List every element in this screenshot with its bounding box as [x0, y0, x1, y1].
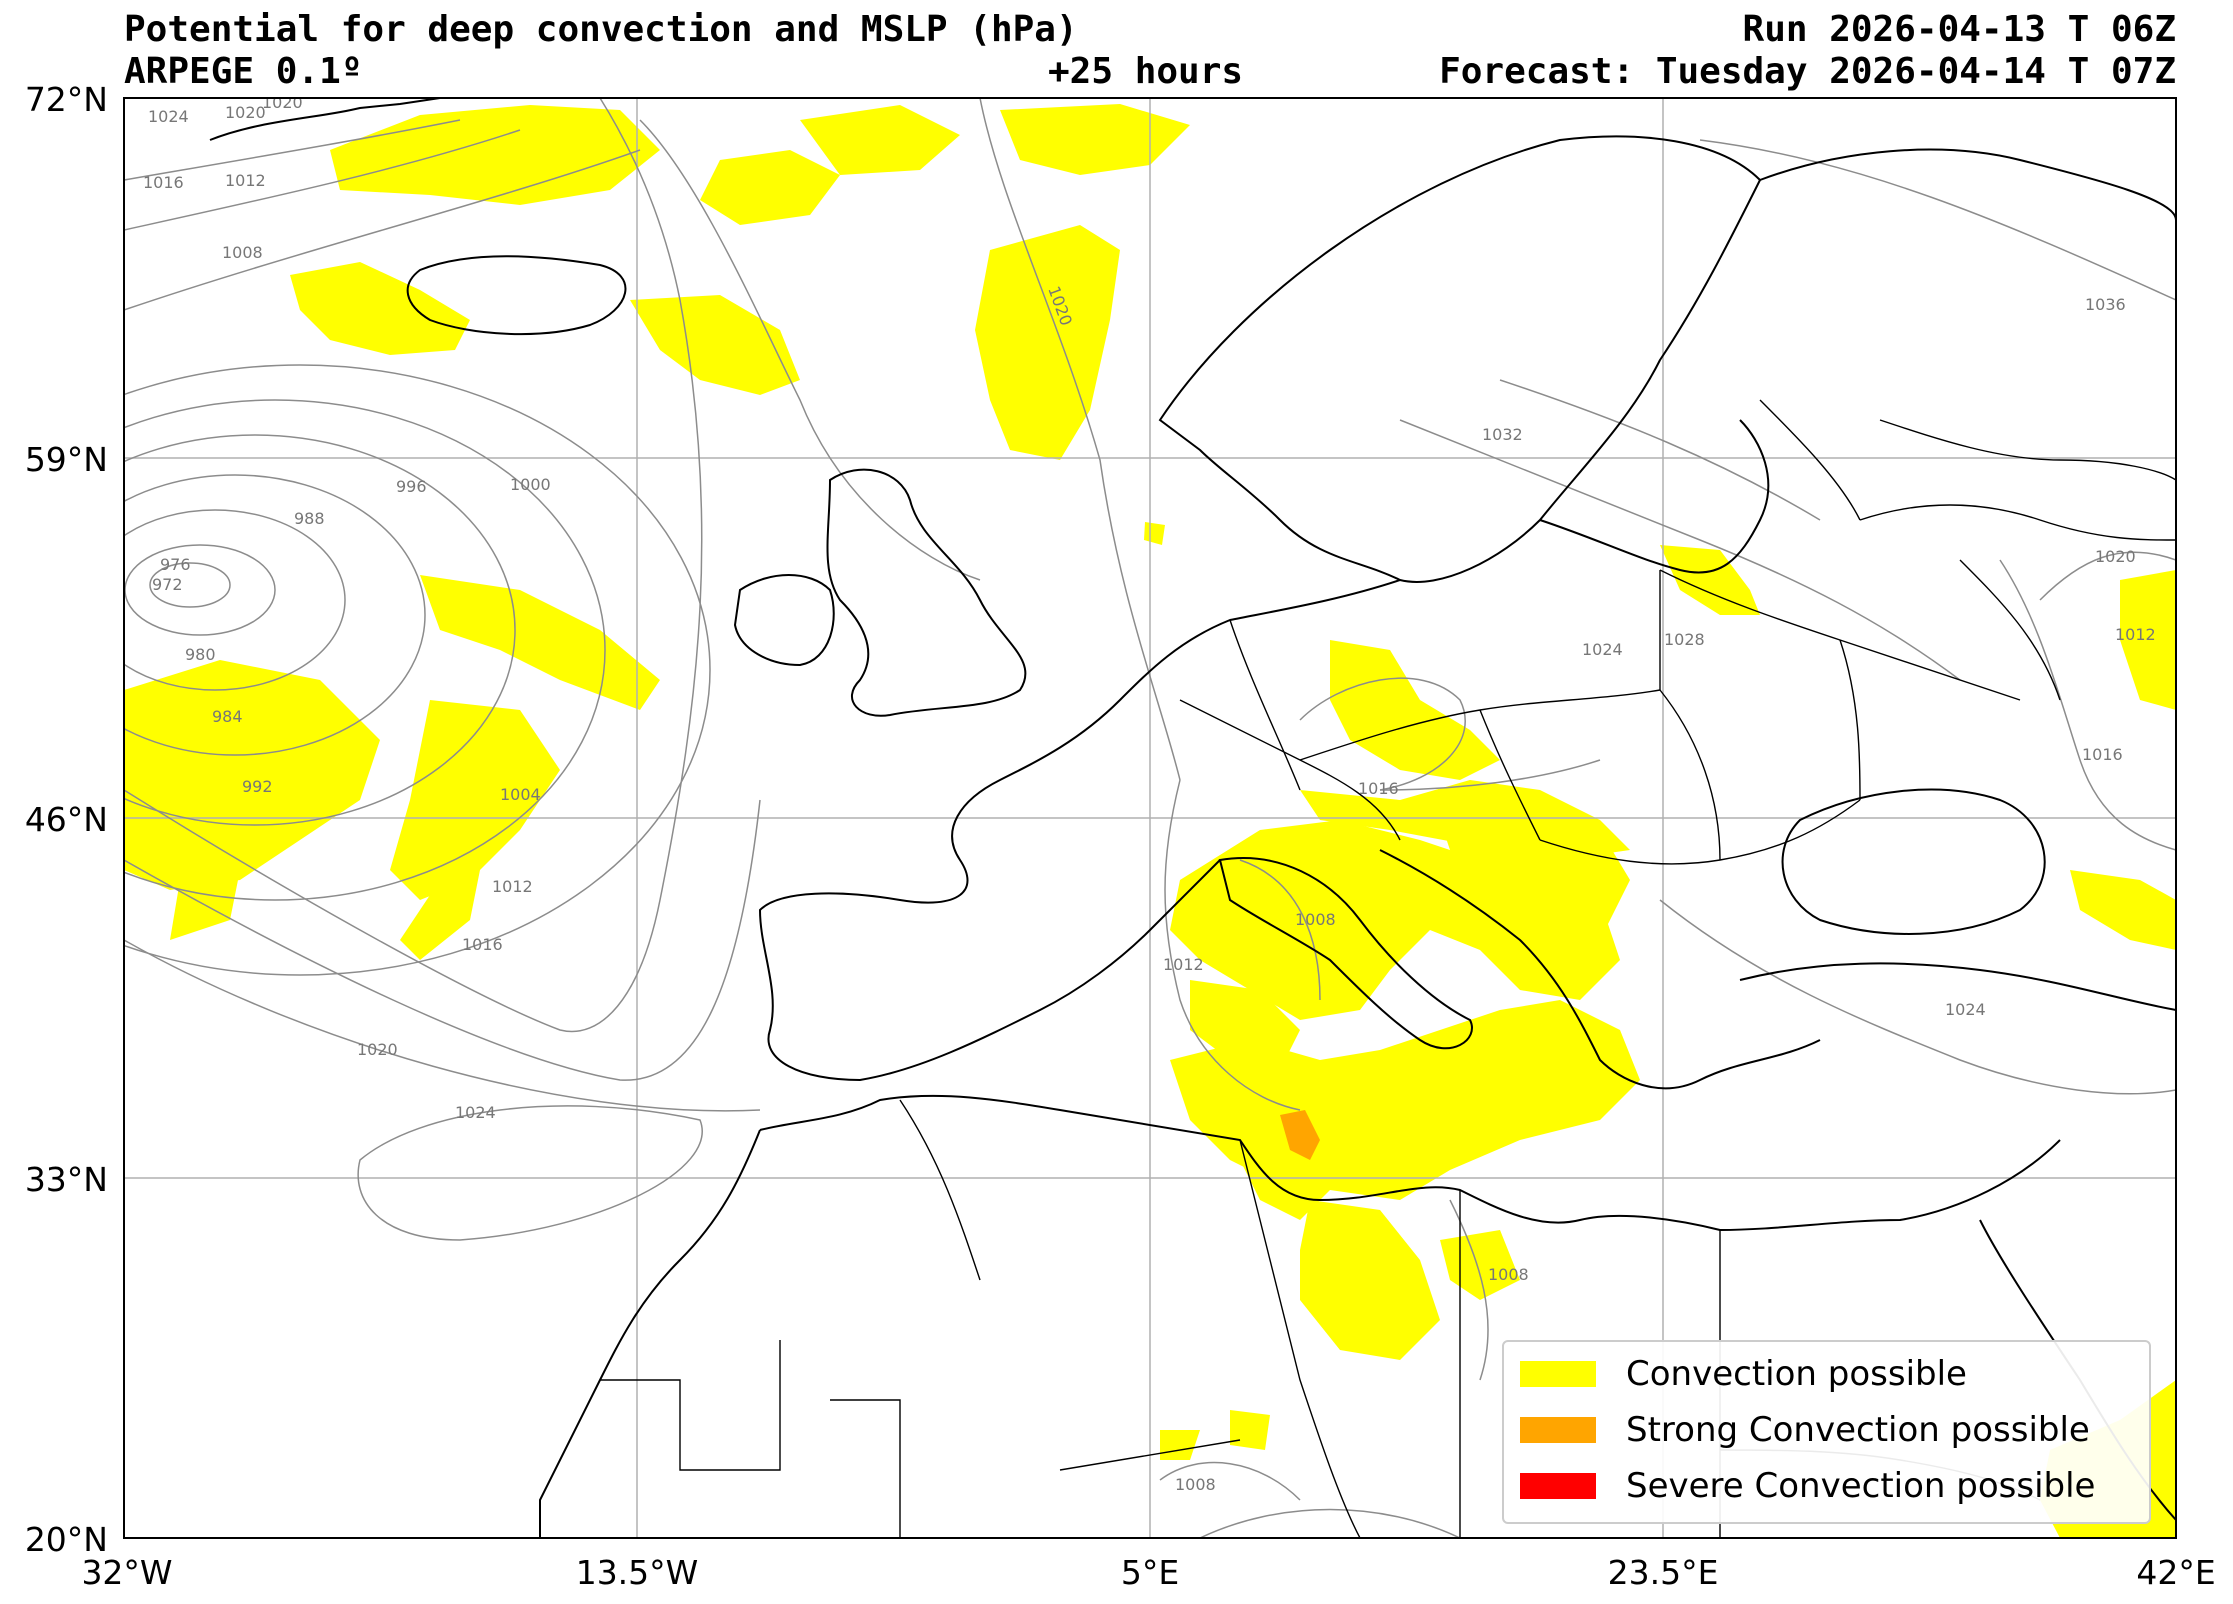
map-title: Potential for deep convection and MSLP (…	[124, 9, 1078, 50]
isobar-label: 1032	[1482, 425, 1523, 444]
convection-area-atlantic-south	[390, 700, 560, 900]
isobar-label: 1020	[225, 103, 266, 122]
coast-black-sea	[1781, 788, 2046, 935]
convection-area-black-sea-east	[2070, 870, 2176, 950]
isobar-label: 1012	[2115, 625, 2156, 644]
isobar-labels: 1024 1020 1020 1016 1012 1008 1020 1036 …	[143, 93, 2156, 1494]
coast-western-europe	[758, 579, 1401, 1082]
legend-label: Convection possible	[1626, 1354, 1967, 1394]
legend-swatch-strong	[1520, 1417, 1596, 1443]
lat-label: 33°N	[24, 1160, 108, 1199]
coastlines	[209, 98, 2176, 1538]
convection-area-norwegian-sea-north	[1000, 104, 1190, 175]
isobar-label: 1020	[357, 1040, 398, 1059]
legend: Convection possible Strong Convection po…	[1502, 1340, 2151, 1524]
isobar-label: 1000	[510, 475, 551, 494]
lon-label: 13.5°W	[575, 1553, 699, 1592]
convection-areas	[124, 104, 2176, 1538]
lat-label: 46°N	[24, 800, 108, 839]
lat-label: 20°N	[24, 1520, 108, 1559]
isobar-label: 1004	[500, 785, 541, 804]
convection-area-balkans-east	[1440, 810, 1630, 960]
isobar-label: 984	[212, 707, 243, 726]
legend-swatch-convection	[1520, 1361, 1596, 1387]
coast-baltic	[1539, 419, 1770, 574]
coast-greenland	[209, 98, 441, 141]
lon-label: 5°E	[1120, 1553, 1180, 1592]
model-name: ARPEGE 0.1º	[124, 51, 363, 92]
legend-label: Strong Convection possible	[1626, 1410, 2090, 1450]
legend-label: Severe Convection possible	[1626, 1466, 2096, 1506]
isobar-label: 1016	[1358, 779, 1399, 798]
isobar-label: 996	[396, 477, 427, 496]
convection-area-iceland	[290, 262, 470, 355]
convection-area-mid-atlantic-1	[700, 150, 840, 225]
convection-area-russia	[1660, 545, 1760, 615]
legend-item-severe-convection: Severe Convection possible	[1520, 1462, 2095, 1510]
legend-swatch-severe	[1520, 1473, 1596, 1499]
lon-label: 32°W	[81, 1553, 173, 1592]
convection-area-tunisia	[1240, 1090, 1350, 1220]
isobar-label: 1008	[222, 243, 263, 262]
coast-anatolia	[1739, 962, 2176, 1011]
isobar-label: 1012	[1163, 955, 1204, 974]
legend-item-strong-convection: Strong Convection possible	[1520, 1406, 2090, 1454]
coast-north-africa	[759, 1094, 2061, 1232]
isobars	[124, 98, 2176, 1538]
lon-label: 42°E	[2136, 1553, 2216, 1592]
isobar-label: 1016	[143, 173, 184, 192]
forecast-time: Forecast: Tuesday 2026-04-14 T 07Z	[1439, 51, 2176, 92]
convection-area-sahara	[1160, 1410, 1270, 1460]
isobar-label: 1024	[455, 1103, 496, 1122]
isobar-label: 1020	[2095, 547, 2136, 566]
isobar-label: 1016	[2082, 745, 2123, 764]
convection-area-north-atlantic	[330, 105, 660, 205]
convection-area-libya	[1300, 1200, 1440, 1360]
coast-finland-russia	[1759, 148, 2176, 221]
coast-italy	[1218, 857, 1473, 1050]
coast-scandinavia	[1158, 135, 1762, 583]
convection-area-atlantic-streak-2	[400, 870, 480, 960]
isobar-label: 980	[185, 645, 216, 664]
convection-area-mid-atlantic-2	[800, 105, 960, 175]
coast-iceland	[406, 255, 627, 336]
isobar-label: 1024	[1582, 640, 1623, 659]
legend-item-convection: Convection possible	[1520, 1350, 1967, 1398]
isobar-label: 988	[294, 509, 325, 528]
isobar-label: 1024	[148, 107, 189, 126]
convection-area-norwegian-sea	[975, 225, 1120, 460]
convection-area-central-europe	[1330, 640, 1500, 780]
map-frame	[123, 97, 2177, 1539]
isobar-label: 1008	[1295, 910, 1336, 929]
lon-label: 23.5°E	[1607, 1553, 1719, 1592]
strong-convection-areas	[1280, 1110, 1320, 1160]
isobar-label: 1012	[225, 171, 266, 190]
convection-area-atlantic-front	[420, 575, 660, 710]
coast-great-britain	[826, 468, 1027, 717]
isobar-label: 1008	[1175, 1475, 1216, 1494]
convection-area-south-of-iceland	[630, 295, 800, 395]
coast-morocco-atlantic	[539, 1129, 761, 1538]
isobar-label: 1012	[492, 877, 533, 896]
coast-ireland	[733, 574, 835, 667]
lead-time: +25 hours	[1048, 51, 1244, 92]
isobar-label: 976	[160, 555, 191, 574]
coast-adriatic-balkans	[1379, 849, 1821, 1090]
isobar-label: 1008	[1488, 1265, 1529, 1284]
convection-area-russia-east	[2120, 570, 2176, 710]
isobar-label: 1028	[1664, 630, 1705, 649]
run-time: Run 2026-04-13 T 06Z	[1742, 9, 2176, 50]
lat-label: 59°N	[24, 440, 108, 479]
isobar-label: 972	[152, 575, 183, 594]
convection-area-atlantic-southwest	[124, 660, 380, 890]
isobar-label: 1036	[2085, 295, 2126, 314]
isobar-label: 1020	[262, 93, 303, 112]
strong-convection-area-tunisia	[1280, 1110, 1320, 1160]
isobar-label: 1016	[462, 935, 503, 954]
isobar-label: 992	[242, 777, 273, 796]
lat-label: 72°N	[24, 80, 108, 119]
isobar-label: 1024	[1945, 1000, 1986, 1019]
